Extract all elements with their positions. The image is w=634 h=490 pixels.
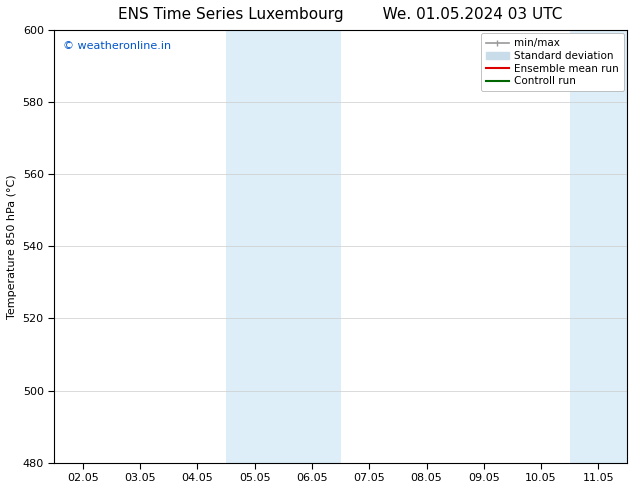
- Text: © weatheronline.in: © weatheronline.in: [63, 41, 171, 51]
- Bar: [226, 30, 283, 463]
- Bar: [570, 30, 627, 463]
- Y-axis label: Temperature 850 hPa (°C): Temperature 850 hPa (°C): [7, 174, 17, 318]
- Bar: [283, 30, 340, 463]
- Title: ENS Time Series Luxembourg        We. 01.05.2024 03 UTC: ENS Time Series Luxembourg We. 01.05.202…: [119, 7, 563, 22]
- Legend: min/max, Standard deviation, Ensemble mean run, Controll run: min/max, Standard deviation, Ensemble me…: [481, 33, 624, 92]
